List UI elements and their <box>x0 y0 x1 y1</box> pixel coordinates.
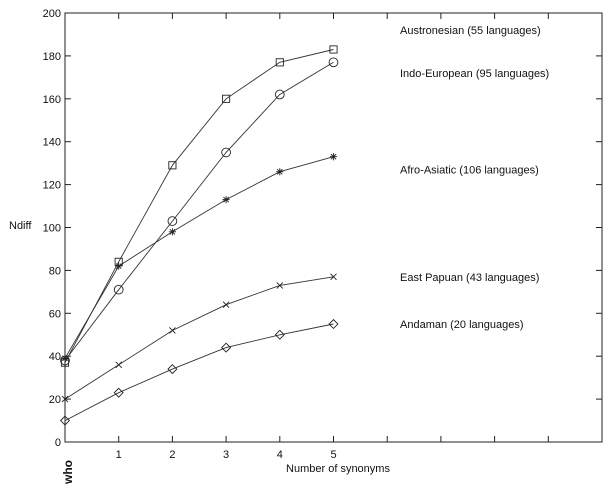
data-point-square <box>222 94 231 103</box>
data-point-star <box>61 354 69 362</box>
series-label: Austronesian (55 languages) <box>400 25 541 37</box>
axis-ticks <box>65 12 602 443</box>
y-tick-label: 120 <box>43 180 61 192</box>
tick-labels: 0 20 40 60 80 100 120 140 160 180 200 1 2 3 4 5 <box>43 8 337 461</box>
series-label: Andaman (20 languages) <box>400 319 524 331</box>
y-tick-label: 80 <box>49 265 61 277</box>
y-tick-label: 160 <box>43 94 61 106</box>
series-label: East Papuan (43 languages) <box>400 272 539 284</box>
data-point-star <box>329 153 338 161</box>
data-point-diamond <box>59 415 71 426</box>
series-line <box>64 276 334 400</box>
y-axis-title: Ndiff <box>9 220 32 232</box>
series-line <box>64 156 334 359</box>
series-labels: Austronesian (55 languages) Indo-European… <box>400 25 549 331</box>
y-tick-label: 140 <box>43 137 61 149</box>
data-point-diamond <box>221 342 232 353</box>
x-axis-title: Number of synonyms <box>286 463 390 475</box>
y-tick-label: 100 <box>43 223 61 235</box>
data-point-circle <box>221 147 231 158</box>
x-tick-label: 5 <box>330 449 336 461</box>
data-point-star <box>276 168 284 176</box>
data-point-diamond <box>328 318 339 330</box>
x-tick-label: 4 <box>277 449 283 461</box>
data-point-square <box>275 58 284 67</box>
data-point-diamond <box>167 364 178 375</box>
series-line <box>64 49 334 363</box>
y-tick-label: 60 <box>49 308 61 320</box>
data-point-x <box>330 273 337 281</box>
x-tick-label: 3 <box>223 449 229 461</box>
data-point-x <box>115 361 123 369</box>
data-point-x <box>276 282 284 289</box>
data-point-star <box>115 262 123 270</box>
y-tick-label: 20 <box>49 394 61 406</box>
data-point-x <box>222 301 230 309</box>
y-tick-label: 180 <box>43 51 61 63</box>
data-point-diamond <box>274 329 285 340</box>
y-tick-label: 0 <box>55 437 61 449</box>
x-tick-label: 2 <box>169 449 175 461</box>
data-point-circle <box>113 284 124 295</box>
series-label: Indo-European (95 languages) <box>400 68 549 80</box>
data-point-star <box>222 196 230 204</box>
y-tick-label: 40 <box>49 351 61 363</box>
data-point-diamond <box>113 387 124 398</box>
series-markers <box>59 45 339 426</box>
data-point-x <box>169 327 176 334</box>
data-point-circle <box>167 216 178 226</box>
y-tick-label: 200 <box>43 8 61 20</box>
series-label: Afro-Asiatic (106 languages) <box>400 165 539 177</box>
corner-label: who <box>61 460 75 485</box>
data-point-star <box>168 228 176 236</box>
data-point-square <box>329 45 338 54</box>
data-point-circle <box>328 57 339 68</box>
data-point-circle <box>274 89 285 100</box>
series-line <box>64 323 334 421</box>
x-tick-label: 1 <box>116 449 122 461</box>
series-line <box>64 61 334 361</box>
series-lines <box>64 49 334 421</box>
data-point-x <box>61 395 69 403</box>
data-point-square <box>168 161 177 170</box>
